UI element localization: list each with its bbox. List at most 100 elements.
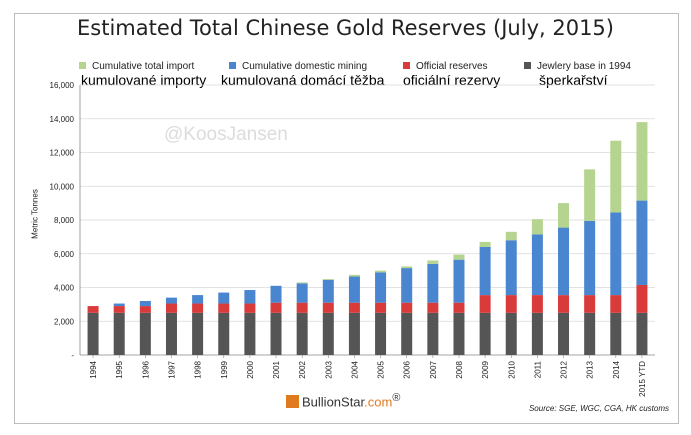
x-tick-label: 2012 [560,360,569,378]
y-tick-label: 2,000 [54,317,75,326]
x-tick-label: 2007 [429,360,438,378]
bar-segment [427,263,439,303]
x-tick-label: 2004 [350,360,359,378]
bar-segment [558,295,570,313]
bar-segment [218,312,230,355]
bar-segment [531,295,543,313]
bar-segment [375,302,387,313]
bar-segment [322,279,334,280]
bar-segment [479,312,491,355]
logo-icon [286,395,299,409]
logo-name: BullionStar [302,394,365,410]
bar-segment [558,227,570,296]
x-tick-label: 2010 [507,360,516,378]
bar-segment [296,312,308,355]
y-tick-label: 4,000 [54,284,75,293]
bar-segment [453,312,465,355]
bar-segment [636,284,648,313]
bar-segment [348,276,360,303]
bar-segment [270,302,282,313]
bar-segment [610,312,622,355]
bar-segment [296,283,308,303]
bar-segment [636,312,648,355]
bar-segment [348,312,360,355]
bar-segment [505,295,517,313]
x-tick-label: 2015 YTD [638,361,647,397]
bar-segment [610,295,622,313]
legend-swatch-jewelry [524,62,531,69]
bar-segment [296,302,308,313]
bar-segment [270,285,282,303]
bar-segment [505,312,517,355]
bar-segment [139,312,151,355]
bar-segment [610,140,622,213]
bar-segment [113,312,125,355]
legend-swatch-official [403,62,410,69]
bar-segment [113,303,125,307]
y-tick-label: - [71,351,74,360]
bar-segment [401,312,413,355]
bar-segment [139,301,151,307]
bar-segment [296,282,308,284]
bar-segment [244,303,256,313]
bar-segment [375,272,387,303]
bar-segment [636,122,648,201]
legend-label-mining: Cumulative domestic mining [242,61,368,72]
logo-domain: .com [364,394,393,410]
x-tick-label: 1994 [89,360,98,378]
x-tick-label: 2011 [533,360,542,378]
bar-segment [401,266,413,269]
bar-segment [531,234,543,296]
y-tick-label: 6,000 [54,250,75,259]
x-tick-label: 1999 [220,360,229,378]
bar-segment [244,312,256,355]
bar-segment [636,200,648,285]
bar-segment [610,212,622,296]
bar-segment [584,220,596,296]
bar-segment [453,302,465,313]
x-tick-label: 2014 [612,360,621,378]
legend-swatch-imports [79,62,86,69]
bar-segment [453,254,465,260]
x-tick-label: 2006 [403,360,412,378]
legend-label-jewelry: Jewlery base in 1994 [537,61,631,72]
x-tick-label: 2005 [377,360,386,378]
y-tick-label: 8,000 [54,216,75,225]
bar-segment [322,279,334,303]
logo-reg: ® [392,392,401,404]
legend-swatch-mining [229,62,236,69]
legend-label-official: Official reserves [416,61,488,72]
x-tick-label: 2002 [298,360,307,378]
bar-segment [479,247,491,296]
czech-label-jewelry: šperkařství [539,72,608,88]
y-tick-label: 16,000 [50,81,75,90]
bar-segment [165,312,177,355]
bar-segment [453,259,465,303]
bar-segment [427,312,439,355]
bar-segment [584,295,596,313]
legend-item-mining: Cumulative domestic mining [229,61,367,72]
bar-segment [348,302,360,313]
bar-segment [584,312,596,355]
bar-segment [87,306,99,313]
x-tick-label: 2013 [586,360,595,378]
bar-segment [348,274,360,277]
bar-segment [192,303,204,313]
bar-segment [270,312,282,355]
bar-segment [427,260,439,264]
bar-segment [218,303,230,313]
y-tick-label: 12,000 [50,149,75,158]
x-tick-label: 2009 [481,360,490,378]
bar-segment [401,268,413,303]
x-tick-label: 2008 [455,360,464,378]
x-tick-label: 2003 [324,360,333,378]
bar-segment [584,169,596,221]
bar-segment [192,312,204,355]
bar-segment [165,297,177,304]
bar-segment [558,203,570,228]
bar-segment [401,302,413,313]
chart-title: Estimated Total Chinese Gold Reserves (J… [77,16,614,40]
x-tick-label: 1997 [167,360,176,378]
bar-segment [87,312,99,355]
